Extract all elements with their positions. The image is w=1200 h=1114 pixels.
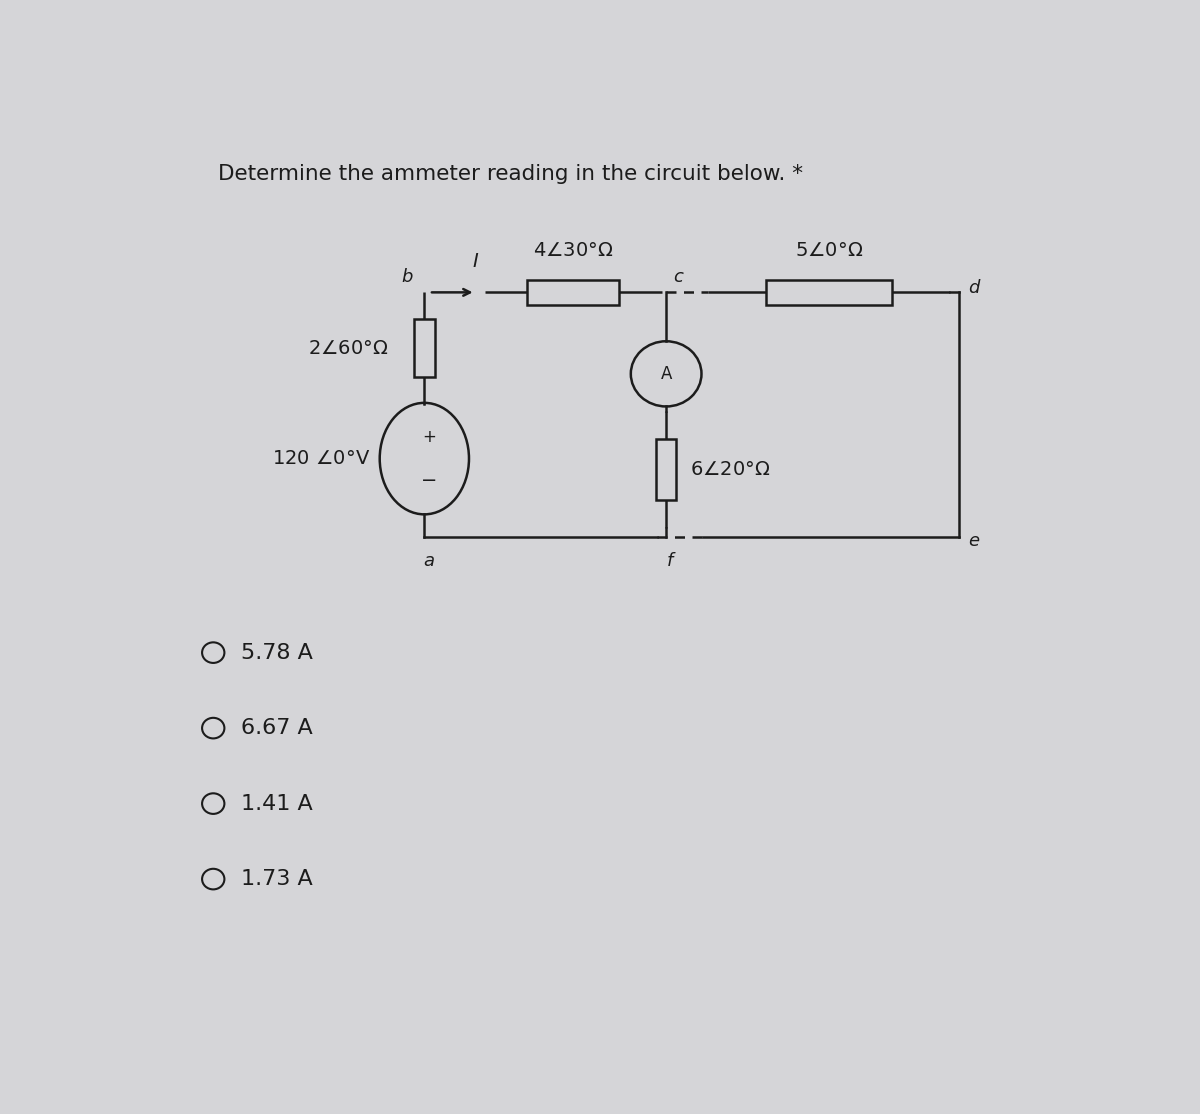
Text: a: a: [424, 553, 434, 570]
Text: 120 $\angle$0°V: 120 $\angle$0°V: [272, 449, 371, 468]
Text: 5$\angle$0°$\Omega$: 5$\angle$0°$\Omega$: [794, 241, 863, 260]
Text: 5.78 A: 5.78 A: [241, 643, 313, 663]
Text: Determine the ammeter reading in the circuit below. *: Determine the ammeter reading in the cir…: [218, 164, 803, 184]
Text: b: b: [402, 267, 413, 285]
Text: 1.41 A: 1.41 A: [241, 793, 313, 813]
Bar: [656, 439, 677, 500]
Text: 6.67 A: 6.67 A: [241, 719, 313, 739]
Text: d: d: [968, 280, 979, 297]
Text: e: e: [968, 532, 979, 550]
Text: 6$\angle$20°$\Omega$: 6$\angle$20°$\Omega$: [690, 460, 770, 479]
Text: 4$\angle$30°$\Omega$: 4$\angle$30°$\Omega$: [533, 241, 613, 260]
Bar: [766, 280, 892, 305]
Text: 2$\angle$60°$\Omega$: 2$\angle$60°$\Omega$: [308, 339, 389, 358]
Text: c: c: [673, 267, 684, 285]
Text: −: −: [421, 470, 437, 489]
Bar: [414, 319, 434, 378]
Text: 1.73 A: 1.73 A: [241, 869, 313, 889]
Bar: [527, 280, 619, 305]
Text: f: f: [667, 553, 673, 570]
Text: +: +: [422, 428, 436, 447]
Text: A: A: [660, 365, 672, 383]
Text: I: I: [473, 252, 479, 271]
